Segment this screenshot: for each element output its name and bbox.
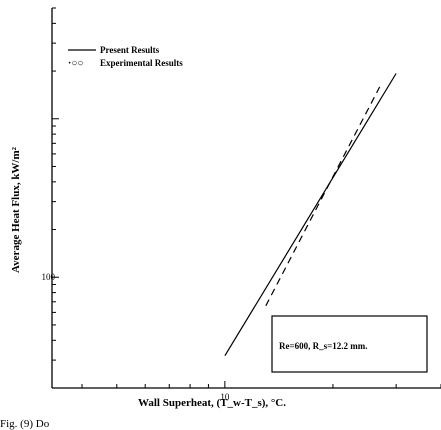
series-group [224,73,397,357]
minor-ticks [52,7,441,389]
series-line-1 [224,73,397,357]
annotation-box: Re=600, R_s=12.2 mm. [271,315,428,373]
tick-labels: 10 100 [42,272,230,402]
legend-entry-experimental: Experimental Results [100,58,183,68]
y-tick-label: 100 [42,272,56,282]
figure-caption-fragment: Fig. (9) Do [0,418,50,430]
series-line-2 [265,86,381,307]
x-tick-label: 10 [220,392,230,402]
y-axis-label: Average Heat Flux, kW/m² [10,146,22,273]
legend-entry-present: Present Results [100,45,160,55]
annotation-text: Re=600, R_s=12.2 mm. [279,341,368,351]
legend-circles-icon: ·○○ [68,58,83,69]
legend: Present Results ·○○ Experimental Results [68,45,183,69]
annotation-frame [271,315,428,373]
x-axis-label: Wall Superheat, (T_w-T_s), °C. [138,397,286,409]
